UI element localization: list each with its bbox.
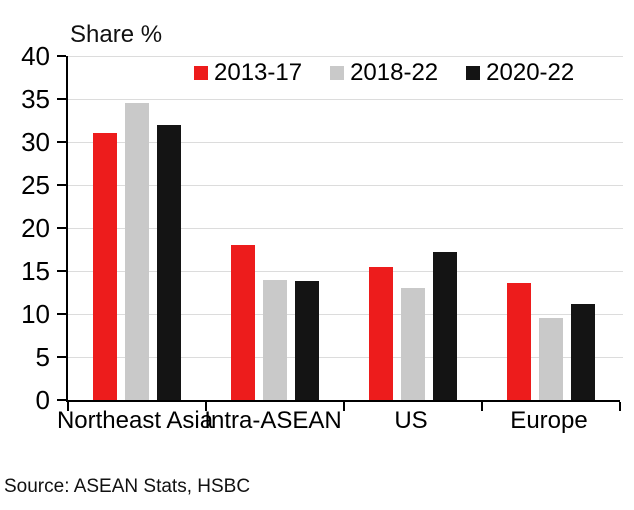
bar-intra-asean-2018-22 (263, 279, 287, 400)
bar-intra-asean-2020-22 (295, 281, 319, 400)
x-tick-label-europe: Europe (510, 407, 588, 434)
x-tick-label-us: US (394, 407, 428, 434)
legend-label: 2018-22 (350, 59, 439, 86)
y-tick-30 (57, 141, 66, 143)
y-tick-label-25: 25 (21, 170, 50, 200)
bar-northeast-asia-2018-22 (125, 103, 149, 400)
bar-us-2018-22 (401, 288, 425, 400)
y-tick-25 (57, 184, 66, 186)
chart-title: Share % (70, 21, 163, 48)
y-tick-label-5: 5 (35, 342, 50, 372)
x-tick-4 (619, 402, 621, 411)
y-tick-0 (57, 399, 66, 401)
bar-northeast-asia-2013-17 (93, 133, 117, 400)
y-tick-label-15: 15 (21, 256, 50, 286)
y-tick-label-40: 40 (21, 41, 50, 71)
legend-swatch-icon (330, 66, 345, 80)
y-tick-10 (57, 313, 66, 315)
x-tick-label-northeast-asia: Northeast Asia (56, 407, 214, 434)
gridline-30 (68, 142, 623, 143)
x-tick-3 (481, 402, 483, 411)
gridline-15 (68, 271, 623, 272)
y-tick-label-35: 35 (21, 84, 50, 114)
x-tick-1 (205, 402, 207, 411)
gridline-35 (68, 99, 623, 100)
bar-europe-2020-22 (571, 303, 595, 400)
gridline-20 (68, 228, 623, 229)
y-tick-label-30: 30 (21, 127, 50, 157)
bar-northeast-asia-2020-22 (157, 124, 181, 400)
x-tick-0 (67, 402, 69, 411)
y-tick-5 (57, 356, 66, 358)
bar-group-northeast-asia (68, 56, 206, 400)
x-tick-2 (343, 402, 345, 411)
bar-us-2013-17 (369, 266, 393, 400)
legend-swatch-icon (194, 66, 208, 80)
bar-us-2020-22 (433, 252, 457, 400)
bar-group-us (344, 56, 482, 400)
gridline-5 (68, 357, 623, 358)
y-axis-labels: 0 5 10 15 20 25 30 35 40 (0, 43, 50, 413)
y-tick-label-0: 0 (35, 385, 50, 415)
x-axis-labels: Northeast Asia Intra-ASEAN US Europe (57, 407, 618, 438)
gridline-25 (68, 185, 623, 186)
gridline-10 (68, 314, 623, 315)
legend-item-2020-22: 2020-22 (466, 61, 574, 85)
y-tick-35 (57, 98, 66, 100)
y-tick-15 (57, 270, 66, 272)
plot-area (57, 55, 623, 411)
legend-item-2013-17: 2013-17 (194, 61, 302, 85)
y-tick-label-20: 20 (21, 213, 50, 243)
chart-legend: 2013-17 2018-22 2020-22 (194, 61, 574, 85)
bar-europe-2013-17 (507, 283, 531, 400)
legend-label: 2013-17 (214, 59, 303, 86)
x-tick-label-intra-asean: Intra-ASEAN (204, 407, 342, 434)
legend-label: 2020-22 (486, 59, 575, 86)
y-tick-40 (57, 55, 66, 57)
bar-group-europe (482, 56, 620, 400)
y-tick-label-10: 10 (21, 299, 50, 329)
legend-item-2018-22: 2018-22 (330, 61, 438, 85)
y-tick-20 (57, 227, 66, 229)
bar-intra-asean-2013-17 (231, 245, 255, 400)
source-note: Source: ASEAN Stats, HSBC (4, 476, 251, 497)
bar-group-intra-asean (206, 56, 344, 400)
bar-europe-2018-22 (539, 318, 563, 400)
gridline-40 (68, 56, 623, 57)
legend-swatch-icon (466, 66, 481, 80)
